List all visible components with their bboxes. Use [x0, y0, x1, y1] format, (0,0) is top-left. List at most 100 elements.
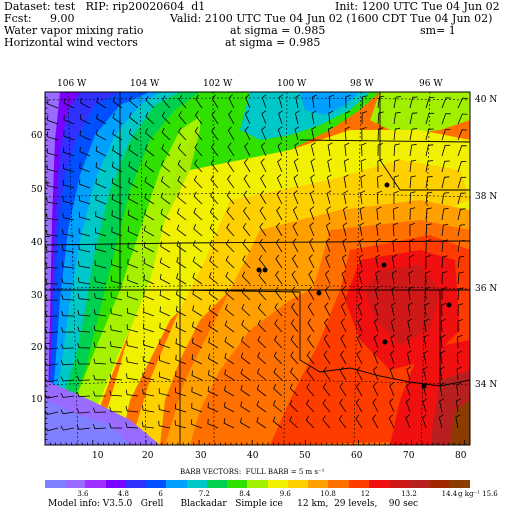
wind-barb	[273, 351, 283, 365]
wind-barb	[112, 129, 123, 141]
wind-barb	[77, 326, 91, 333]
wind-barb	[62, 212, 75, 221]
wind-barb	[210, 191, 219, 205]
wind-barb	[78, 211, 91, 221]
wind-barb	[456, 382, 462, 397]
x-tick-label: 80	[455, 451, 467, 461]
wind-barb	[96, 113, 107, 125]
wind-barb	[224, 320, 235, 333]
colorbar-cell	[368, 480, 390, 488]
wind-barb	[46, 180, 59, 189]
wind-barb	[79, 162, 91, 173]
wind-barb	[223, 401, 235, 413]
wind-barb	[291, 254, 299, 269]
wind-barb	[240, 417, 251, 429]
wind-barb	[193, 224, 203, 237]
wind-barb	[241, 287, 251, 301]
wind-barb	[111, 226, 123, 237]
wind-barb	[294, 142, 299, 157]
wind-barb	[277, 158, 283, 173]
wind-barb	[193, 191, 203, 205]
wind-barb	[62, 196, 75, 205]
colorbar-cell	[146, 480, 167, 488]
wind-barb	[309, 206, 315, 221]
wind-barb	[94, 292, 107, 301]
wind-barb	[339, 382, 347, 397]
wind-barb	[274, 303, 283, 317]
valid-time: Valid: 2100 UTC Tue 04 Jun 02 (1600 CDT …	[170, 12, 493, 25]
wind-barb	[209, 256, 219, 269]
wind-barb	[126, 340, 139, 349]
wind-barb	[260, 142, 267, 157]
colorbar-tick-label: 15.6	[482, 490, 498, 498]
wind-barb	[325, 222, 331, 237]
colorbar-unit: g kg⁻¹	[458, 490, 480, 498]
wind-barb	[223, 418, 235, 429]
colorbar-cell	[429, 480, 451, 488]
model-info: Model info: V3.5.0 Grell Blackadar Simpl…	[48, 499, 419, 509]
wind-barb	[227, 126, 235, 141]
wind-barb	[241, 336, 251, 349]
wind-barb	[95, 178, 107, 189]
wind-barb	[127, 193, 139, 205]
wind-barb	[244, 126, 251, 141]
wind-barb	[209, 239, 219, 253]
wind-barb	[324, 302, 331, 317]
wind-barb	[158, 404, 171, 413]
wind-barb	[290, 335, 299, 349]
wind-barb	[322, 382, 331, 397]
wind-barb	[177, 143, 187, 157]
wind-barb	[389, 398, 395, 413]
y-tick-label: 30	[31, 291, 43, 301]
wind-barb	[275, 238, 283, 253]
wind-barb	[142, 356, 155, 365]
wind-barb	[292, 222, 299, 237]
wind-barb	[425, 239, 432, 253]
wind-barb	[61, 327, 75, 333]
wind-barb	[160, 225, 171, 237]
wind-barb	[143, 258, 155, 269]
wind-barb	[425, 270, 431, 285]
wind-barb	[77, 342, 91, 349]
wind-barb	[161, 111, 171, 125]
wind-barb	[61, 245, 75, 253]
wind-barb	[162, 95, 171, 109]
wind-barb	[358, 238, 364, 253]
wind-barb	[127, 226, 139, 237]
wind-barb	[159, 371, 171, 381]
wind-barb	[207, 418, 219, 429]
wind-barb	[377, 127, 384, 141]
wind-barb	[47, 131, 59, 141]
x-tick-label: 40	[247, 451, 259, 461]
wind-barb	[425, 191, 433, 205]
lat-lon-grid	[44, 91, 471, 446]
wind-barb	[44, 393, 59, 399]
wind-barb	[177, 175, 187, 189]
wind-barb	[360, 174, 366, 189]
wind-barb	[209, 223, 219, 237]
wind-barb	[343, 158, 350, 173]
wind-barb	[307, 334, 315, 349]
wind-barb	[409, 207, 416, 221]
wind-barb	[60, 376, 75, 382]
wind-barb	[144, 144, 155, 157]
wind-barb	[275, 270, 283, 285]
colorbar-cell	[348, 480, 370, 488]
wind-barb	[425, 207, 432, 221]
colorbar-tick-label: 13.2	[401, 490, 417, 498]
wind-barb	[457, 319, 463, 332]
wind-barb	[425, 255, 431, 269]
wind-barb	[125, 422, 139, 429]
colorbar-cell	[389, 480, 410, 488]
wind-barb	[409, 128, 418, 141]
wind-barb	[425, 160, 434, 173]
wind-barb	[128, 112, 139, 125]
wind-barb	[441, 207, 449, 221]
wind-barb	[293, 174, 299, 189]
wind-barb	[176, 240, 187, 253]
wind-barb	[224, 385, 235, 397]
wind-barb	[309, 222, 315, 237]
wind-barb	[126, 356, 139, 365]
wind-barb	[409, 191, 416, 205]
wind-barb	[192, 272, 203, 285]
